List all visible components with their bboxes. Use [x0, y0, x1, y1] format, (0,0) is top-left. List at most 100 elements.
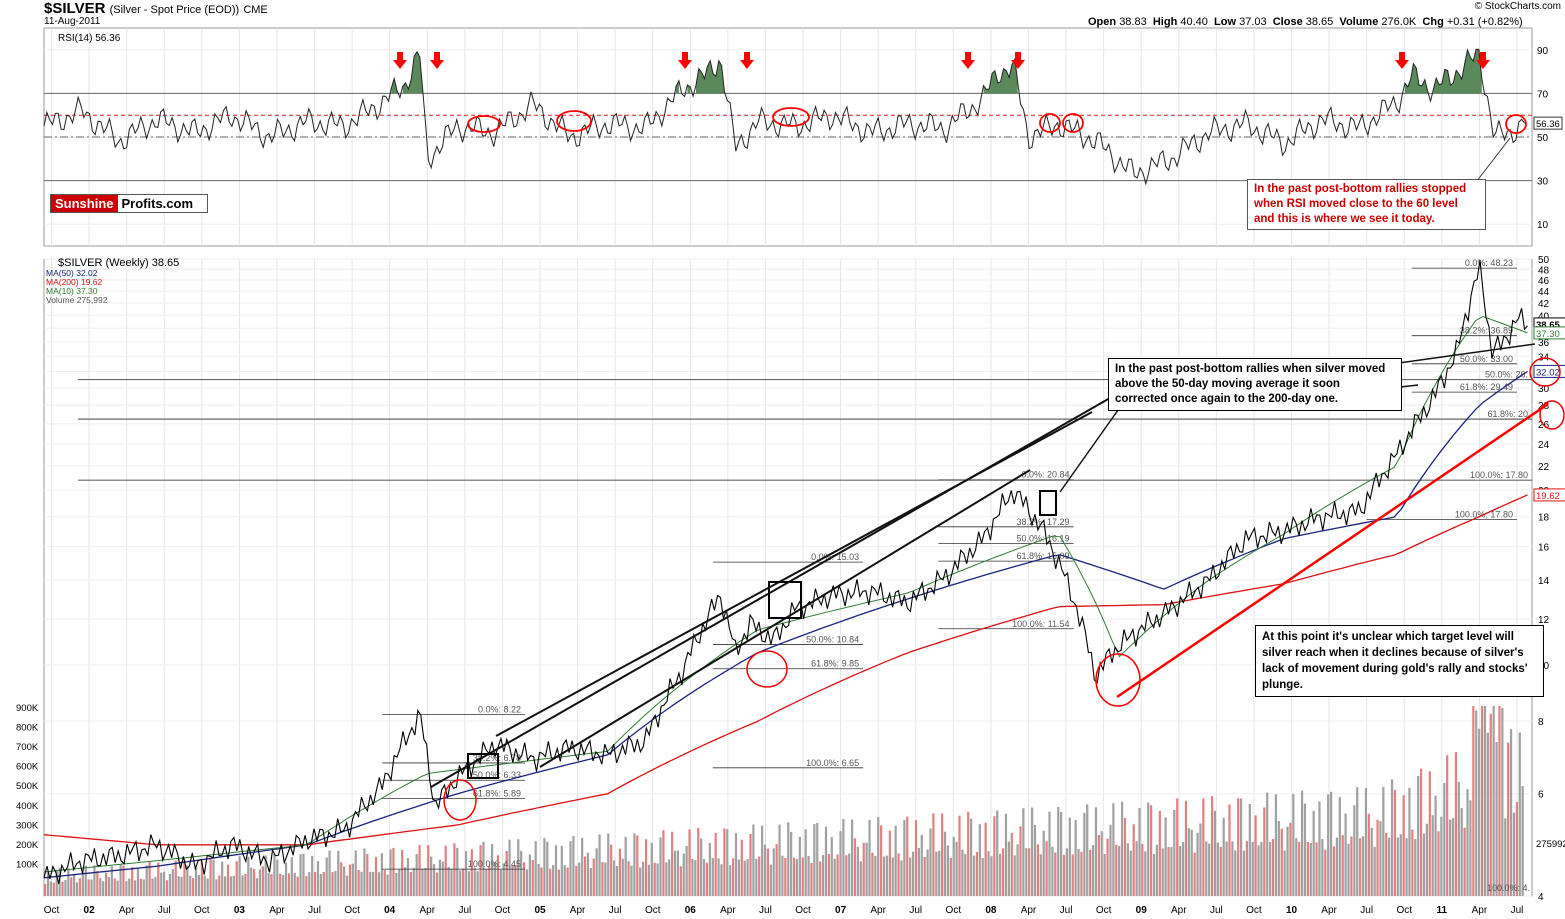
x-tick-label: 06 — [685, 905, 697, 916]
volume-bar — [665, 862, 668, 896]
price-y-tick-label: 42 — [1538, 299, 1550, 310]
volume-bar — [1283, 850, 1286, 896]
volume-bar — [238, 856, 241, 896]
volume-bar — [769, 864, 772, 896]
volume-bar — [113, 878, 116, 896]
volume-bar — [911, 851, 915, 896]
volume-bar — [215, 879, 218, 896]
volume-bar — [1353, 805, 1356, 896]
volume-bar — [174, 860, 177, 896]
price-label-ma200: 19.62 — [1536, 491, 1560, 502]
volume-bar — [284, 862, 288, 896]
volume-bar — [61, 881, 64, 896]
chg-label: Chg — [1422, 16, 1444, 28]
volume-bar — [1190, 829, 1193, 896]
price-label-close: 38.65 — [1536, 320, 1560, 331]
volume-bar — [212, 859, 215, 896]
volume-bar — [64, 880, 67, 896]
volume-bar — [1210, 796, 1214, 896]
volume-bar — [1443, 782, 1446, 896]
fib-level-label: 50.0%: 10.84 — [806, 635, 859, 645]
volume-bar — [961, 849, 964, 896]
volume-bar — [70, 877, 73, 896]
volume-bar — [778, 824, 781, 896]
volume-bar — [1277, 821, 1280, 896]
volume-bar — [354, 850, 357, 896]
volume-bar — [1077, 849, 1080, 896]
volume-bar — [1193, 852, 1196, 896]
fib-level-label: 61.8%: 9.85 — [811, 659, 859, 669]
rsi-overbought-area — [676, 80, 679, 94]
volume-bar — [1466, 789, 1469, 896]
volume-bar — [1106, 838, 1109, 896]
volume-bar — [999, 853, 1002, 896]
price-highlight-circle — [746, 650, 788, 688]
volume-bar — [1266, 792, 1269, 896]
volume-bar — [1216, 842, 1219, 896]
volume-bar — [273, 854, 276, 896]
volume-bar — [1324, 849, 1327, 896]
volume-bar — [496, 855, 500, 896]
volume-bar — [781, 855, 784, 896]
volume-bar — [133, 880, 137, 896]
volume-bar — [1126, 843, 1129, 896]
volume-bar — [1347, 843, 1350, 896]
volume-bar — [374, 856, 378, 896]
volume-bar — [653, 862, 656, 896]
x-tick-label: Oct — [344, 905, 360, 916]
volume-bar — [380, 853, 383, 896]
rsi-y-tick-label: 10 — [1537, 220, 1549, 231]
volume-bar — [581, 837, 584, 896]
rsi-peak-arrow — [393, 52, 407, 69]
volume-bar — [784, 857, 787, 896]
volume-bar — [1327, 794, 1330, 896]
fib-level-label: 100.0%: 6.65 — [806, 758, 859, 768]
price-badge-ma200 — [1533, 488, 1565, 502]
volume-bar — [430, 856, 433, 896]
volume-bar — [485, 869, 488, 896]
price-label-ma10: 37.30 — [1536, 329, 1560, 340]
volume-bar — [186, 865, 189, 896]
volume-bar — [1181, 842, 1185, 896]
support-trendline — [1116, 402, 1549, 699]
volume-bar — [1257, 845, 1260, 896]
volume-bar — [1263, 807, 1266, 896]
volume-bar — [1312, 810, 1315, 896]
volume-bar — [395, 872, 398, 896]
volume-bar — [1504, 818, 1507, 896]
volume-bar — [125, 881, 128, 896]
volume-bar — [845, 855, 848, 896]
volume-bar — [311, 855, 314, 896]
volume-bar — [99, 878, 102, 896]
volume-bar — [618, 848, 621, 896]
rsi-overbought-area — [983, 58, 1018, 94]
watermark: © StockCharts.com — [1474, 1, 1561, 12]
ohlc-readout: Open 38.83 High 40.40 Low 37.03 Close 38… — [1088, 16, 1523, 28]
volume-bar — [250, 867, 253, 896]
x-tick-label: 10 — [1286, 905, 1298, 916]
volume-bar — [790, 831, 793, 896]
volume-bar — [145, 865, 148, 896]
volume-bar — [1382, 786, 1385, 896]
volume-bar — [171, 869, 174, 896]
volume-bar — [865, 842, 868, 896]
volume-bar — [403, 867, 407, 896]
price-y-tick-label: 14 — [1538, 576, 1550, 587]
volume-bar — [694, 860, 697, 896]
rsi-overbought-area — [695, 60, 725, 94]
volume-bar — [1364, 788, 1368, 896]
volume-bar — [136, 868, 140, 896]
volume-bar — [255, 878, 259, 896]
fib-level-label: 0.0%: 20.84 — [1022, 470, 1070, 480]
volume-bar — [189, 875, 192, 896]
volume-bar — [1385, 832, 1388, 896]
volume-bar — [1068, 817, 1071, 896]
volume-bar — [763, 844, 767, 896]
volume-bar — [119, 864, 122, 896]
volume-bar — [1254, 815, 1257, 896]
volume-bar — [1103, 853, 1106, 896]
volume-bar — [761, 825, 764, 896]
volume-bar — [1150, 805, 1153, 896]
volume-bar — [734, 832, 738, 896]
rsi-last-value: 56.36 — [1536, 119, 1560, 130]
